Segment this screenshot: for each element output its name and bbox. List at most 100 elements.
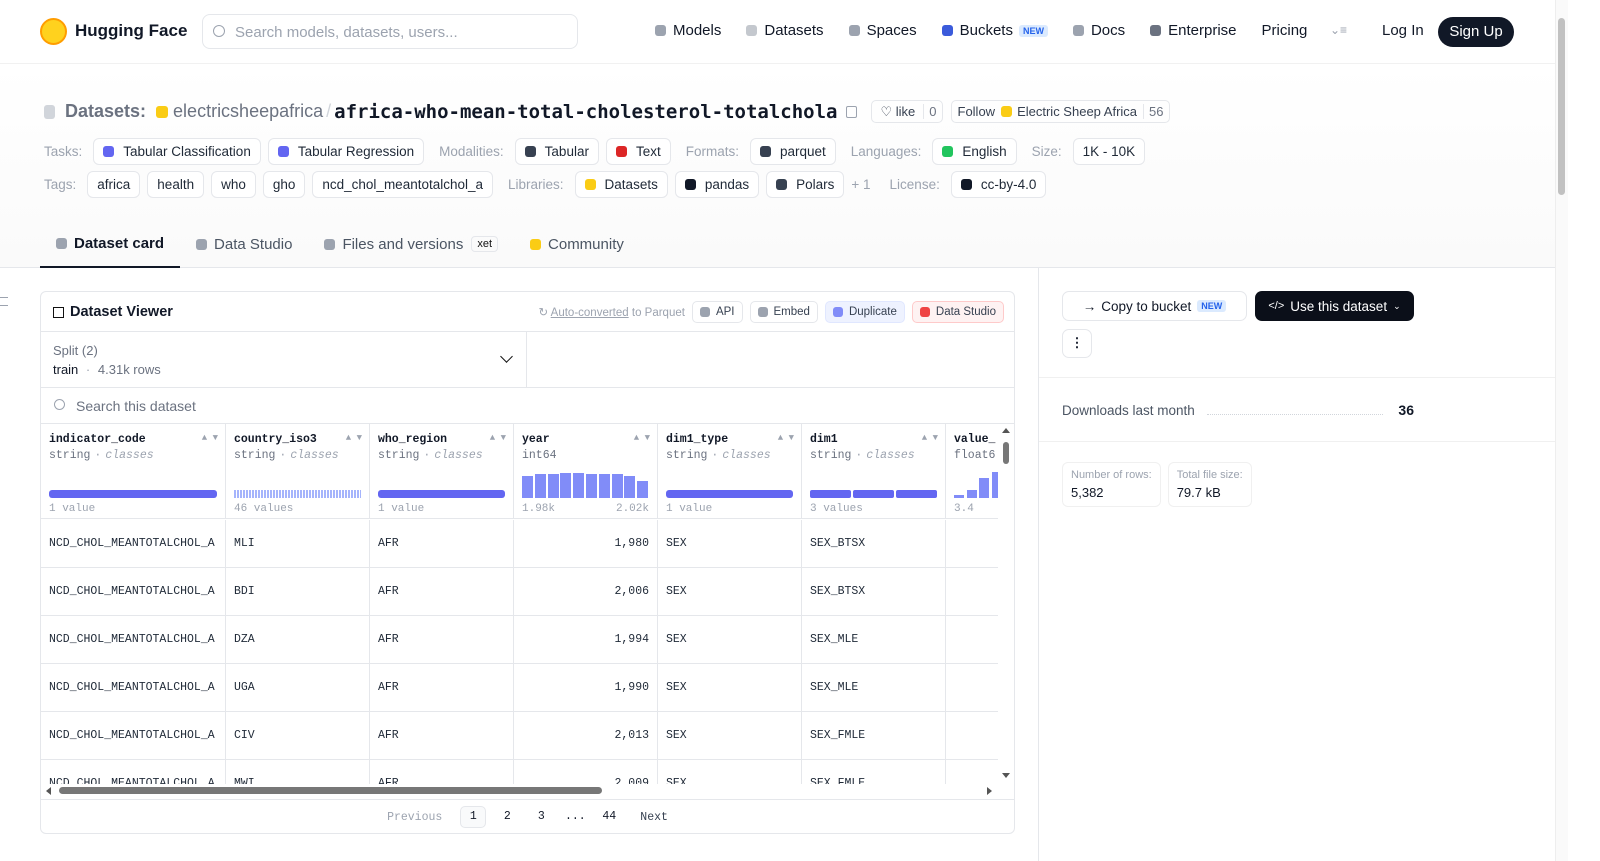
table-cell[interactable]: SEX [658,712,802,760]
dataset-search[interactable]: Search this dataset [41,388,1014,424]
table-cell[interactable]: SEX_FMLE [802,712,946,760]
column-header[interactable]: dim1_type string · classes ▲ ▼ 1 value [658,424,802,519]
sort-icon[interactable]: ▲ ▼ [633,433,650,443]
tag-chip[interactable]: parquet [749,138,836,165]
follow-button[interactable]: Follow Electric Sheep Africa 56 [950,100,1170,123]
toc-toggle[interactable] [0,297,8,306]
table-cell[interactable]: UGA [226,664,370,712]
nav-link[interactable]: Buckets NEW [941,22,1048,39]
nav-link[interactable]: Pricing [1262,22,1308,39]
like-button[interactable]: ♡ like 0 [871,100,943,123]
repo-name[interactable]: africa-who-mean-total-cholesterol-totalc… [334,100,838,123]
tag-chip[interactable]: ncd_chol_meantotalchol_a [312,171,494,198]
tag-chip[interactable]: Polars [766,171,845,198]
table-cell[interactable]: NCD_CHOL_MEANTOTALCHOL_A [41,520,226,568]
table-cell[interactable]: 2,006 [514,568,658,616]
table-cell[interactable] [946,712,998,760]
table-cell[interactable]: NCD_CHOL_MEANTOTALCHOL_A [41,616,226,664]
table-cell[interactable]: AFR [370,568,514,616]
table-cell[interactable]: 2,013 [514,712,658,760]
scroll-right[interactable] [987,787,992,795]
sort-icon[interactable]: ▲ ▼ [921,433,938,443]
table-cell[interactable]: NCD_CHOL_MEANTOTALCHOL_A [41,568,226,616]
page-number[interactable]: 1 [460,806,487,828]
use-dataset[interactable]: </> Use this dataset ⌄ [1255,291,1414,321]
repo-owner[interactable]: electricsheepafrica [173,101,324,121]
tag-chip[interactable]: africa [87,171,141,198]
table-cell[interactable]: NCD_CHOL_MEANTOTALCHOL_A [41,760,226,784]
table-cell[interactable]: SEX [658,616,802,664]
sort-icon[interactable]: ▲ ▼ [777,433,794,443]
signup[interactable]: Sign Up [1438,17,1514,47]
table-cell[interactable]: AFR [370,520,514,568]
table-cell[interactable]: AFR [370,760,514,784]
table-cell[interactable] [946,616,998,664]
page-number[interactable]: 3 [537,810,545,823]
h-thumb[interactable] [59,787,602,794]
table-cell[interactable]: MLI [226,520,370,568]
table-cell[interactable]: AFR [370,712,514,760]
tag-chip[interactable]: English [932,138,1017,165]
table-cell[interactable]: NCD_CHOL_MEANTOTALCHOL_A [41,712,226,760]
logo[interactable] [40,18,67,45]
table-cell[interactable]: SEX [658,568,802,616]
table-cell[interactable]: SEX [658,520,802,568]
page-scrollbar[interactable] [1555,0,1568,861]
tag-chip[interactable]: Tabular Regression [267,138,425,165]
nav-link[interactable]: Spaces [848,22,917,39]
sort-icon[interactable]: ▲ ▼ [345,433,362,443]
table-cell[interactable] [946,760,998,784]
more-libraries[interactable]: + 1 [851,177,871,192]
h-scrollbar[interactable] [41,784,999,797]
scroll-down[interactable] [1002,773,1010,778]
page-next[interactable]: Next [640,810,668,824]
table-cell[interactable]: NCD_CHOL_MEANTOTALCHOL_A [41,664,226,712]
table-cell[interactable] [946,568,998,616]
table-cell[interactable]: SEX_MLE [802,616,946,664]
tag-chip[interactable]: who [211,171,256,198]
page-number[interactable]: 2 [503,810,511,823]
tab[interactable]: Dataset card [40,220,181,268]
copy-to-bucket[interactable]: → Copy to bucket NEW [1062,291,1247,321]
column-header[interactable]: country_iso3 string · classes ▲ ▼ 46 values [226,424,370,519]
sort-icon[interactable]: ▲ ▼ [201,433,218,443]
table-cell[interactable]: 1,990 [514,664,658,712]
search-box[interactable]: Search models, datasets, users... [202,14,578,49]
table-cell[interactable]: DZA [226,616,370,664]
tag-chip[interactable]: cc-by-4.0 [950,171,1047,198]
tag-chip[interactable]: health [147,171,205,198]
sort-icon[interactable]: ▲ ▼ [489,433,506,443]
table-cell[interactable]: CIV [226,712,370,760]
page-number[interactable]: ... [564,810,586,823]
viewer-action[interactable]: Embed [749,301,818,323]
page-prev[interactable]: Previous [387,810,443,824]
tag-chip[interactable]: 1K - 10K [1072,138,1146,165]
nav-link[interactable]: Datasets [746,22,824,39]
column-header[interactable]: value_float6▲ ▼3.4 [946,424,998,519]
table-cell[interactable]: SEX_MLE [802,664,946,712]
viewer-action[interactable]: Duplicate [824,301,905,323]
table-cell[interactable] [946,520,998,568]
table-cell[interactable]: AFR [370,664,514,712]
table-cell[interactable]: 1,980 [514,520,658,568]
table-cell[interactable]: SEX [658,664,802,712]
auto-converted-link[interactable]: Auto-converted [550,307,629,319]
column-header[interactable]: dim1 string · classes ▲ ▼ 3 values [802,424,946,519]
tag-chip[interactable]: gho [262,171,306,198]
tag-chip[interactable]: Datasets [574,171,668,198]
split-selector[interactable]: Split (2) train · 4.31k rows [41,332,527,388]
v-scrollbar[interactable] [999,424,1014,784]
table-cell[interactable]: SEX_FMLE [802,760,946,784]
tag-chip[interactable]: Tabular [514,138,599,165]
table-cell[interactable]: 2,009 [514,760,658,784]
v-thumb[interactable] [1003,442,1009,464]
nav-link[interactable]: Docs [1072,22,1125,39]
scroll-up[interactable] [1002,428,1010,433]
login[interactable]: Log In [1382,22,1424,39]
column-header[interactable]: who_region string · classes ▲ ▼ 1 value [370,424,514,519]
more-button[interactable]: ⋮ [1062,329,1092,358]
table-cell[interactable]: SEX_BTSX [802,568,946,616]
table-cell[interactable]: MWI [226,760,370,784]
page-number[interactable]: 44 [602,810,617,823]
table-cell[interactable]: BDI [226,568,370,616]
